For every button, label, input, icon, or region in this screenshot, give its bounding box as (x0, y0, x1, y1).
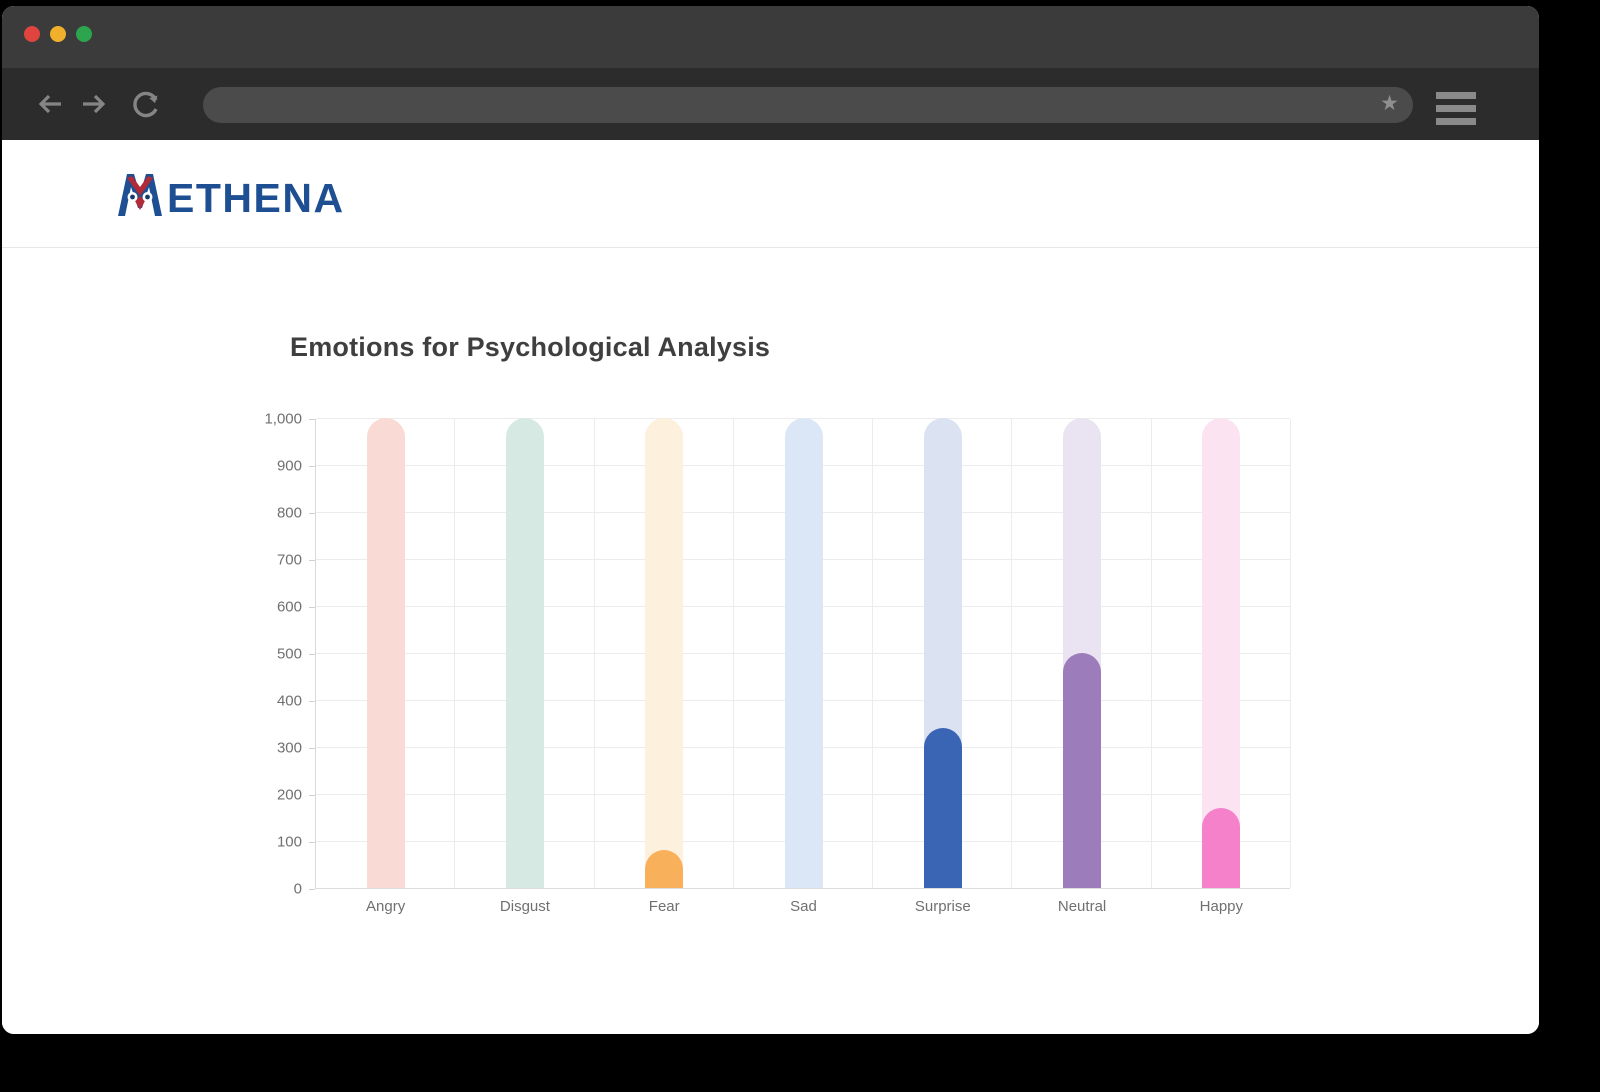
y-axis-label: 900 (276, 457, 302, 475)
x-gridline (454, 419, 456, 888)
header-divider (2, 247, 1539, 248)
y-tick (309, 419, 315, 420)
page-content: ETHENA Emotions for Psychological Analys… (2, 140, 1539, 1034)
back-arrow-icon (37, 90, 65, 118)
bar-track-fear (645, 418, 684, 888)
x-axis-label-neutral: Neutral (1057, 898, 1107, 915)
reload-icon (130, 88, 162, 120)
address-bar[interactable]: ★ (203, 87, 1413, 123)
y-tick (309, 795, 315, 796)
owl-m-icon (118, 174, 162, 216)
y-axis-label: 500 (276, 645, 302, 663)
forward-arrow-icon (79, 90, 107, 118)
x-axis-label-angry: Angry (366, 898, 406, 915)
methena-logo[interactable]: ETHENA (115, 170, 355, 221)
x-axis-label-surprise: Surprise (914, 898, 971, 915)
y-axis-label: 100 (276, 833, 302, 851)
x-gridline (872, 419, 874, 888)
bar-chart: 0 100 200 300 400 500 600 700 800 900 1,000 Angry Di… (264, 411, 1291, 915)
minimize-window-button[interactable] (50, 26, 66, 42)
y-tick (309, 466, 315, 467)
reload-button[interactable] (130, 88, 162, 120)
y-axis-label: 0 (293, 880, 302, 898)
x-gridline (732, 419, 734, 888)
maximize-window-button[interactable] (76, 26, 92, 42)
y-tick (309, 842, 315, 843)
x-axis-label-happy: Happy (1199, 898, 1244, 915)
chart-title: Emotions for Psychological Analysis (290, 332, 771, 362)
y-axis-label: 200 (276, 786, 302, 804)
close-window-button[interactable] (24, 26, 40, 42)
x-gridline (1290, 419, 1291, 888)
y-tick (309, 748, 315, 749)
browser-toolbar: ★ (2, 68, 1539, 140)
x-axis-label-fear: Fear (648, 898, 680, 915)
menu-button[interactable] (1436, 92, 1476, 131)
y-axis-label: 300 (276, 739, 302, 757)
x-gridline (1150, 419, 1152, 888)
y-axis-label: 700 (276, 551, 302, 569)
bar-track-disgust (505, 418, 544, 888)
back-button[interactable] (37, 90, 65, 118)
x-axis-label-disgust: Disgust (499, 898, 550, 915)
bar-track-sad (784, 418, 823, 888)
window-titlebar (2, 6, 1539, 68)
bar-happy[interactable] (1202, 808, 1241, 888)
x-gridline (1011, 419, 1013, 888)
bar-surprise[interactable] (923, 728, 962, 888)
forward-button[interactable] (79, 90, 107, 118)
bar-fear[interactable] (645, 850, 684, 888)
y-axis-label: 1,000 (264, 410, 302, 428)
y-axis-label: 600 (276, 598, 302, 616)
y-axis-label: 400 (276, 692, 302, 710)
bookmark-star-icon[interactable]: ★ (1380, 92, 1399, 115)
y-tick (309, 513, 315, 514)
y-tick (309, 654, 315, 655)
y-tick (309, 607, 315, 608)
y-tick (309, 701, 315, 702)
address-input[interactable] (203, 87, 1413, 123)
y-tick (309, 560, 315, 561)
x-axis-label-sad: Sad (790, 898, 817, 915)
x-gridline (593, 419, 595, 888)
bar-neutral[interactable] (1063, 653, 1102, 888)
logo-wordmark: ETHENA (167, 175, 345, 218)
y-tick (309, 889, 315, 890)
browser-window: ★ (2, 6, 1539, 1034)
y-axis-label: 800 (276, 504, 302, 522)
hamburger-icon (1436, 92, 1476, 125)
bar-track-angry (366, 418, 405, 888)
